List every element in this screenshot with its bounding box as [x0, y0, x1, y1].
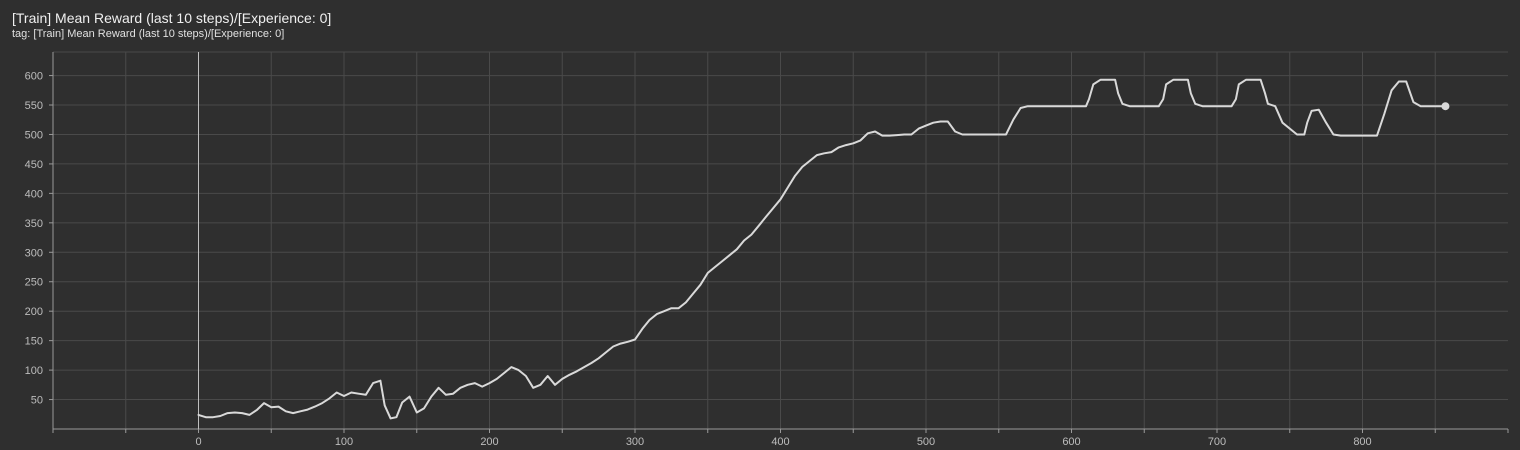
chart-title: [Train] Mean Reward (last 10 steps)/[Exp…: [12, 10, 332, 26]
y-tick-label: 350: [25, 218, 43, 230]
smoothed-series-line: [197, 78, 1447, 420]
x-tick-label: 500: [917, 436, 935, 448]
chart-tag: tag: [Train] Mean Reward (last 10 steps)…: [12, 28, 285, 40]
x-tick-label: 100: [335, 436, 353, 448]
card-header: [Train] Mean Reward (last 10 steps)/[Exp…: [12, 11, 331, 40]
y-tick-label: 300: [25, 247, 43, 259]
y-tick-label: 50: [31, 395, 43, 407]
y-tick-label: 100: [25, 365, 43, 377]
y-tick-label: 450: [25, 159, 43, 171]
x-tick-label: 400: [771, 436, 789, 448]
y-tick-label: 200: [25, 306, 43, 318]
y-tick-label: 150: [25, 336, 43, 348]
y-tick-label: 550: [25, 100, 43, 112]
x-tick-label: 200: [480, 436, 498, 448]
y-tick-label: 250: [25, 277, 43, 289]
x-tick-label: 800: [1353, 436, 1371, 448]
raw-series-line: [198, 79, 1446, 419]
x-tick-label: 700: [1208, 436, 1226, 448]
x-tick-label: 300: [626, 436, 644, 448]
x-tick-label: 600: [1062, 436, 1080, 448]
x-tick-label: 0: [195, 436, 201, 448]
y-tick-label: 500: [25, 129, 43, 141]
last-point-marker: [1441, 102, 1450, 111]
y-tick-label: 600: [25, 71, 43, 83]
y-tick-label: 400: [25, 188, 43, 200]
